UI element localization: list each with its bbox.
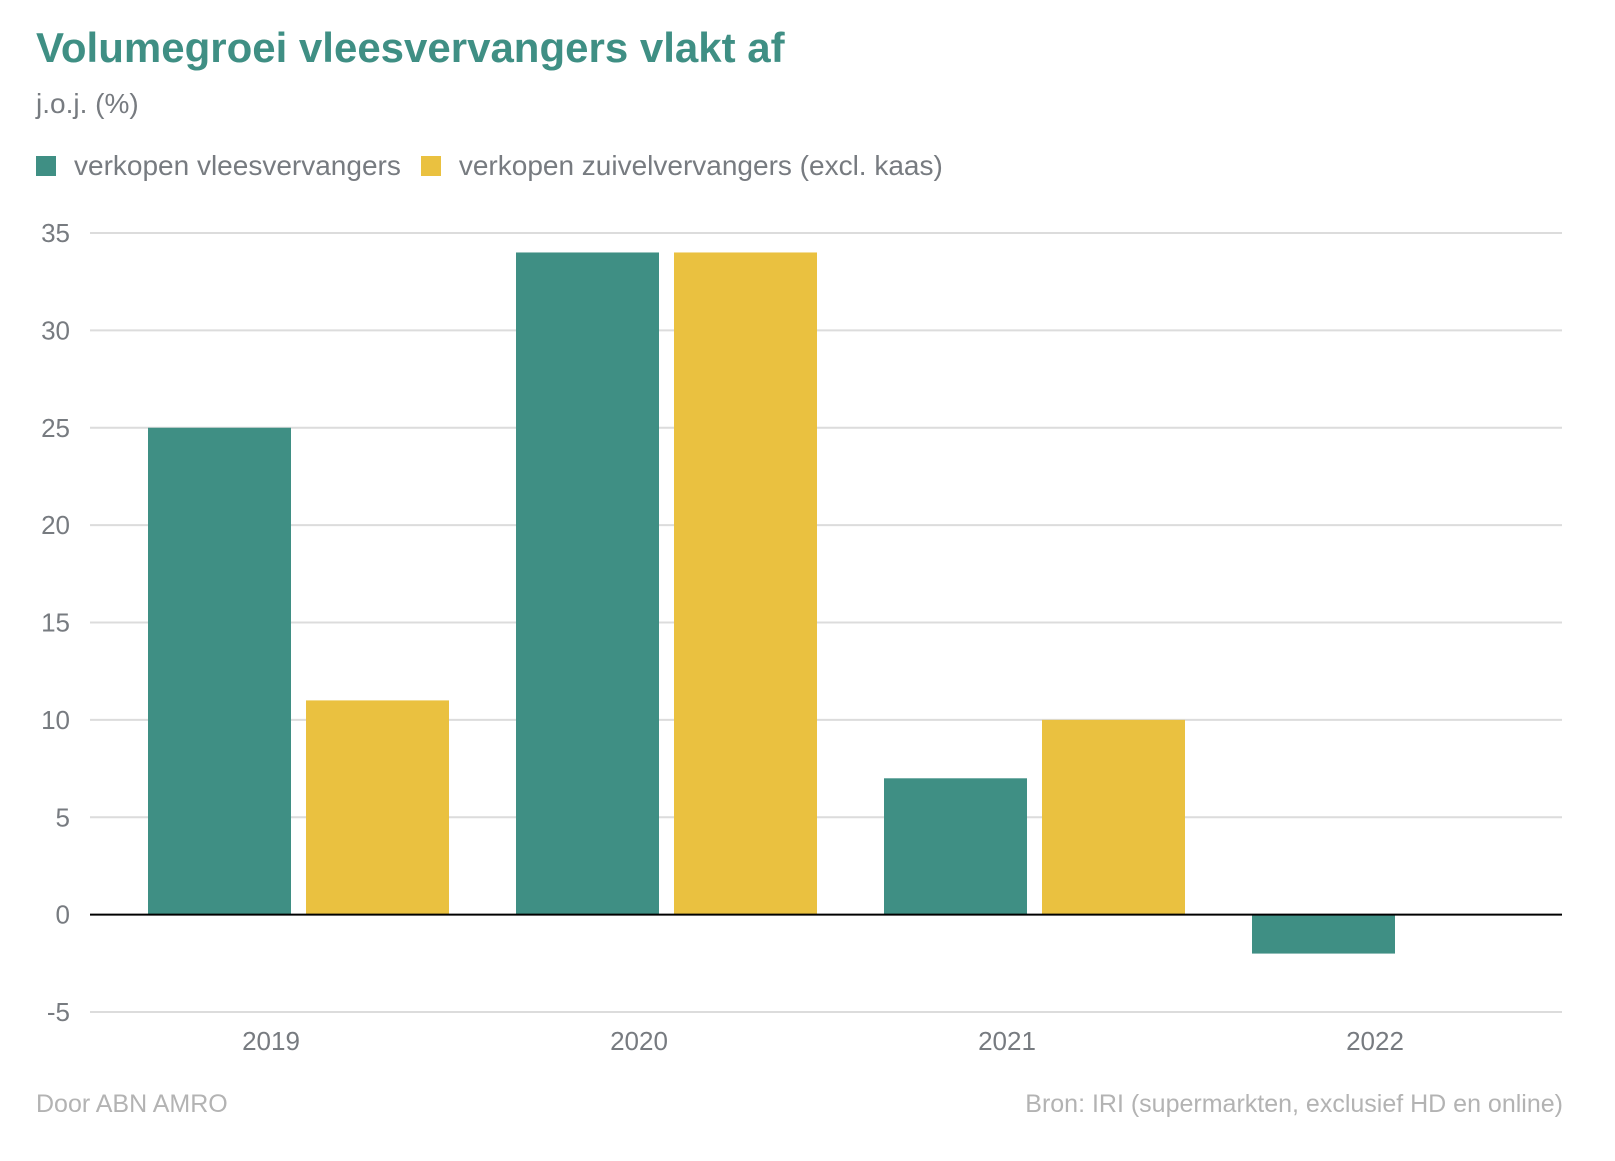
bar-2021-series-1 [884,778,1027,915]
y-tick-label: 35 [41,218,70,248]
y-tick-label: 30 [41,315,70,345]
y-tick-label: 0 [56,900,70,930]
bar-2022-series-1 [1252,914,1395,954]
legend-swatch-green [36,156,56,176]
y-tick-label: 5 [56,802,70,832]
bar-2020-series-2 [674,252,817,915]
x-tick-label: 2020 [610,1026,668,1056]
legend-label: verkopen vleesvervangers [74,150,401,181]
source: Bron: IRI (supermarkten, exclusief HD en… [1025,1090,1563,1118]
bar-2019-series-1 [148,427,291,915]
chart-title: Volumegroei vleesvervangers vlakt af [36,24,785,71]
y-tick-label: 20 [41,510,70,540]
x-tick-label: 2021 [978,1026,1036,1056]
legend-swatch-yellow [420,156,441,176]
chart-subtitle: j.o.j. (%) [36,88,139,119]
bar-2021-series-2 [1042,719,1185,915]
credit: Door ABN AMRO [36,1090,228,1118]
bar-2019-series-2 [306,700,449,915]
y-tick-label: -5 [47,997,70,1027]
x-tick-label: 2022 [1346,1026,1404,1056]
legend-item-vleesvervangers: verkopen vleesvervangers [36,150,401,182]
legend-label: verkopen zuivelvervangers (excl. kaas) [458,150,943,181]
y-tick-label: 25 [41,413,70,443]
y-tick-label: 10 [41,705,70,735]
legend-item-zuivelvervangers: verkopen zuivelvervangers (excl. kaas) [420,150,943,182]
x-tick-label: 2019 [242,1026,300,1056]
legend: verkopen vleesvervangers verkopen zuivel… [36,150,963,182]
bar-2020-series-1 [516,252,659,915]
y-tick-label: 15 [41,608,70,638]
